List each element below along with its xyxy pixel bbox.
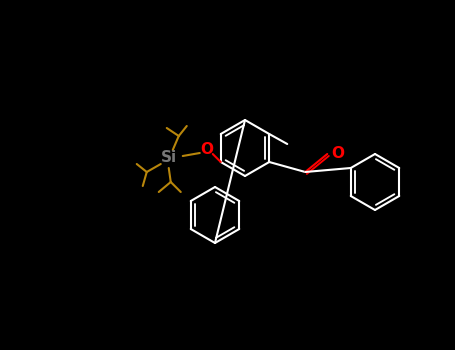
Text: Si: Si [161, 150, 177, 166]
Text: O: O [200, 142, 213, 158]
Text: O: O [331, 147, 344, 161]
